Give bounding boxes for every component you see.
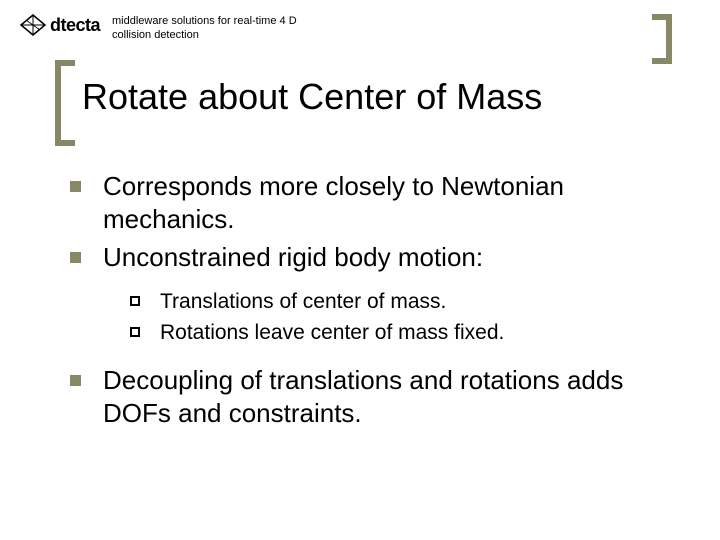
hollow-square-bullet-icon xyxy=(130,296,140,306)
list-item: Unconstrained rigid body motion: xyxy=(70,241,670,274)
hollow-square-bullet-icon xyxy=(130,327,140,337)
sublist: Translations of center of mass. Rotation… xyxy=(130,288,670,347)
bullet-text: Unconstrained rigid body motion: xyxy=(103,241,483,274)
list-item: Rotations leave center of mass fixed. xyxy=(130,319,670,346)
header: dtecta middleware solutions for real-tim… xyxy=(18,12,312,43)
bullet-text: Corresponds more closely to Newtonian me… xyxy=(103,170,670,235)
square-bullet-icon xyxy=(70,252,81,263)
title-bracket-right xyxy=(652,14,672,64)
list-item: Decoupling of translations and rotations… xyxy=(70,364,670,429)
square-bullet-icon xyxy=(70,375,81,386)
logo: dtecta xyxy=(18,12,100,38)
slide-body: Corresponds more closely to Newtonian me… xyxy=(70,170,670,435)
square-bullet-icon xyxy=(70,181,81,192)
list-item: Corresponds more closely to Newtonian me… xyxy=(70,170,670,235)
subbullet-text: Translations of center of mass. xyxy=(160,288,446,315)
title-bracket-left xyxy=(55,60,75,146)
tagline: middleware solutions for real-time 4 D c… xyxy=(112,14,312,43)
logo-text: dtecta xyxy=(50,15,100,36)
list-item: Translations of center of mass. xyxy=(130,288,670,315)
bullet-text: Decoupling of translations and rotations… xyxy=(103,364,670,429)
logo-mark-icon xyxy=(18,12,48,38)
slide-title: Rotate about Center of Mass xyxy=(82,76,542,118)
subbullet-text: Rotations leave center of mass fixed. xyxy=(160,319,504,346)
